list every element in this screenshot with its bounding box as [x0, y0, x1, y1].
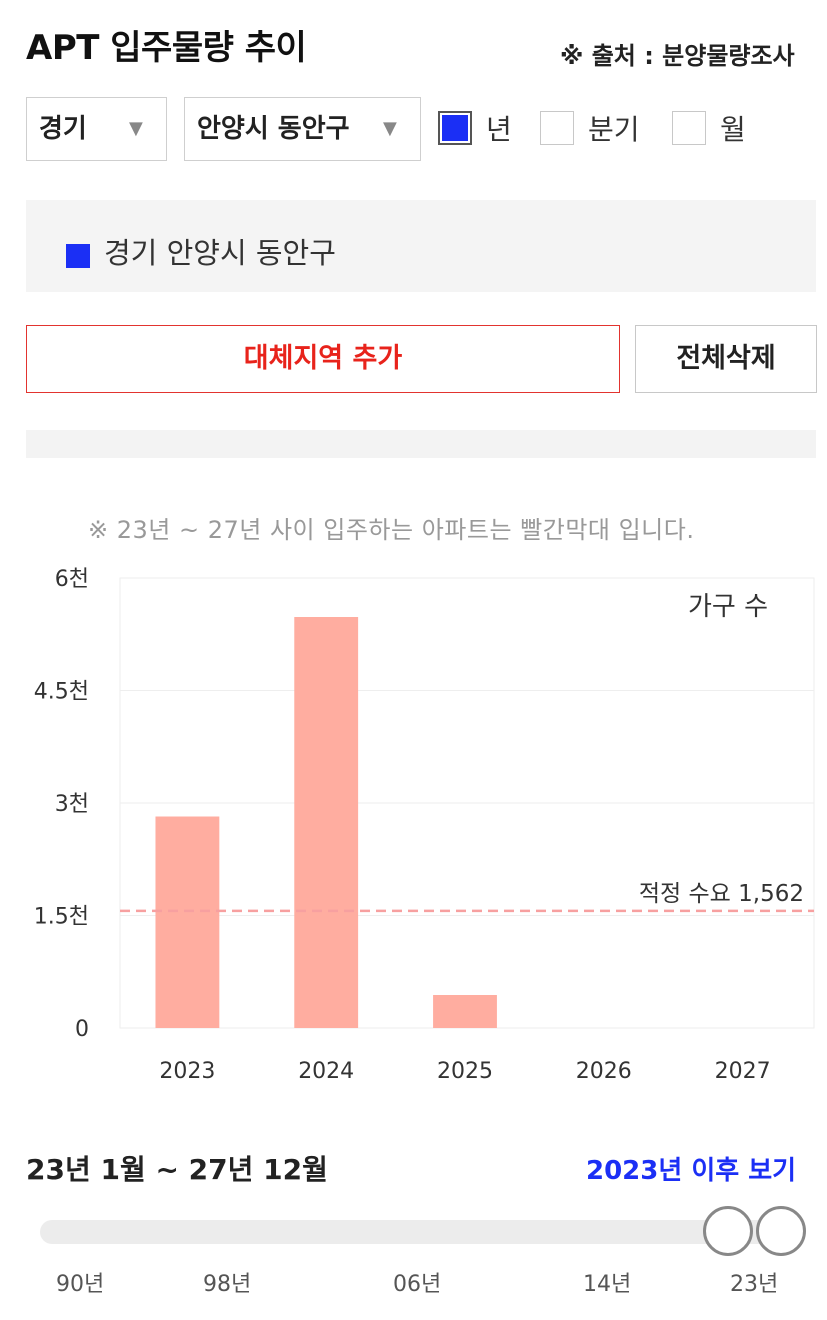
- source-note: ※ 출처 : 분양물량조사: [560, 42, 795, 70]
- range-label: 23년 1월 ~ 27년 12월: [26, 1153, 328, 1186]
- slider-end-handle[interactable]: [756, 1206, 806, 1256]
- legend-label: 경기 안양시 동안구: [104, 236, 336, 270]
- series-label: 가구 수: [688, 592, 768, 622]
- reference-line-label: 적정 수요 1,562: [639, 881, 804, 907]
- add-region-button[interactable]: 대체지역 추가: [26, 325, 620, 393]
- y-tick-label: 0: [75, 1017, 89, 1042]
- y-tick-label: 6천: [55, 567, 89, 592]
- x-tick-label: 2026: [576, 1059, 632, 1084]
- legend-panel: [26, 200, 816, 292]
- district-select-value: 안양시 동안구: [197, 114, 350, 144]
- legend-scrollbar-track: [62, 292, 782, 298]
- chevron-down-icon: ▼: [129, 118, 143, 139]
- y-tick-label: 3천: [55, 792, 89, 817]
- page-title: APT 입주물량 추이: [26, 28, 307, 68]
- slider-tick: 98년: [203, 1272, 252, 1297]
- y-tick-label: 4.5천: [34, 680, 89, 705]
- period-option-quarter[interactable]: 분기: [540, 108, 640, 148]
- x-tick-label: 2025: [437, 1059, 493, 1084]
- quarter-label: 분기: [588, 113, 640, 146]
- year-checkbox[interactable]: [438, 111, 472, 145]
- chart-note: ※ 23년 ~ 27년 사이 입주하는 아파트는 빨간막대 입니다.: [88, 516, 695, 544]
- year-slider-track[interactable]: [40, 1220, 780, 1244]
- month-checkbox[interactable]: [672, 111, 706, 145]
- x-tick-label: 2023: [159, 1059, 215, 1084]
- year-label: 년: [486, 113, 512, 146]
- slider-start-handle[interactable]: [703, 1206, 753, 1256]
- section-divider: [26, 430, 816, 458]
- legend-color-swatch: [66, 244, 90, 268]
- period-option-month[interactable]: 월: [672, 108, 746, 148]
- district-select[interactable]: 안양시 동안구 ▼: [184, 97, 421, 161]
- slider-tick: 06년: [393, 1272, 442, 1297]
- move-in-volume-chart: 0 1.5천 3천 4.5천 6천 2023 2024 2025 2026 2027 적정 수요 1…: [34, 567, 815, 1084]
- province-select-value: 경기: [39, 114, 87, 144]
- bar-2025: [433, 995, 497, 1028]
- slider-tick: 90년: [56, 1272, 105, 1297]
- view-after-2023-link[interactable]: 2023년 이후 보기: [586, 1156, 797, 1186]
- x-tick-label: 2024: [298, 1059, 354, 1084]
- slider-tick: 14년: [583, 1272, 632, 1297]
- province-select[interactable]: 경기 ▼: [26, 97, 167, 161]
- x-tick-label: 2027: [715, 1059, 771, 1084]
- month-label: 월: [720, 113, 746, 146]
- chevron-down-icon: ▼: [383, 118, 397, 139]
- slider-tick: 23년: [730, 1272, 779, 1297]
- clear-all-button[interactable]: 전체삭제: [635, 325, 817, 393]
- bar-2023: [155, 816, 220, 1028]
- y-tick-label: 1.5천: [34, 905, 89, 930]
- bar-2024: [294, 617, 359, 1028]
- quarter-checkbox[interactable]: [540, 111, 574, 145]
- period-option-year[interactable]: 년: [438, 108, 512, 148]
